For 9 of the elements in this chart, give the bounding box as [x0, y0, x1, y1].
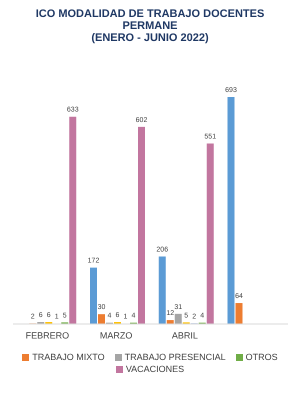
legend-label: OTROS — [244, 352, 278, 362]
x-tick-label: FEBRERO — [26, 330, 70, 340]
x-tick-label: ABRIL — [172, 330, 198, 340]
legend-label: VACACIONES — [124, 364, 184, 374]
legend-label: TRABAJO PRESENCIAL — [124, 352, 226, 362]
legend-label: TRABAJO MIXTO — [31, 352, 105, 362]
chart-subtitle: (ENERO - JUNIO 2022) — [90, 32, 210, 44]
chart-title: ICO MODALIDAD DE TRABAJO DOCENTES PERMANE — [34, 8, 266, 32]
x-tick-label: MARZO — [100, 330, 132, 340]
